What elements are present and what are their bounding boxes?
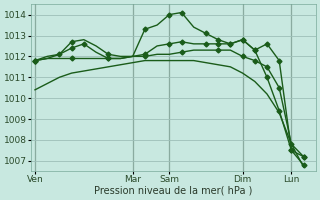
X-axis label: Pression niveau de la mer( hPa ): Pression niveau de la mer( hPa ) [94,186,253,196]
